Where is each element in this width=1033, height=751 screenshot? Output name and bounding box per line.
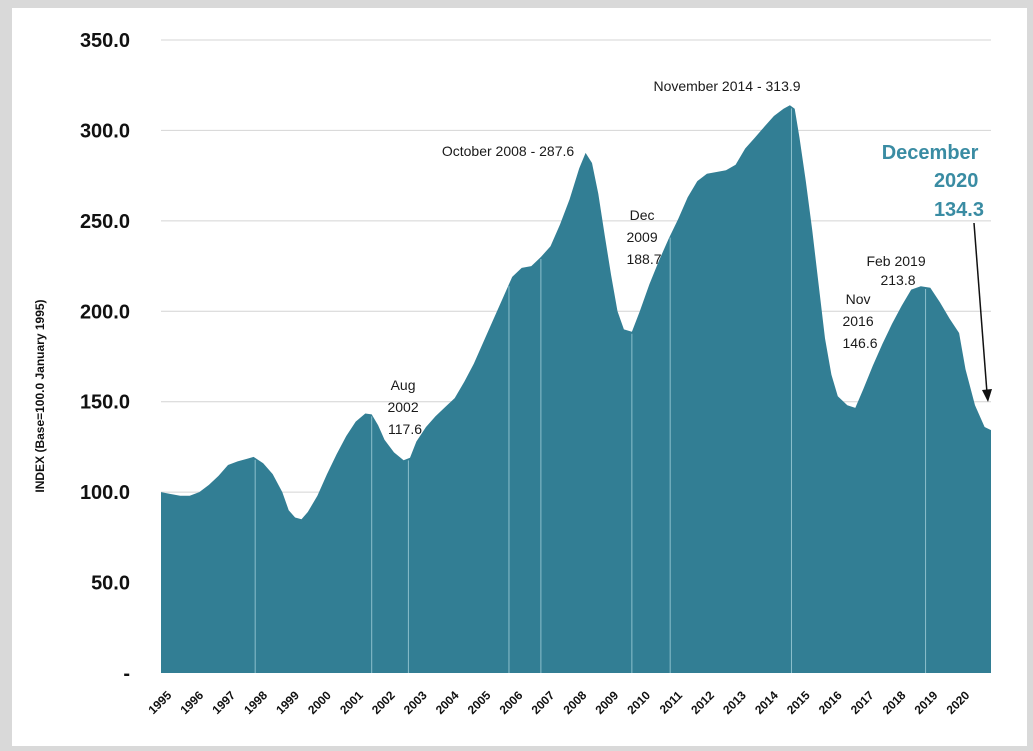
x-tick-label: 2001 <box>337 688 366 717</box>
x-tick-label: 2017 <box>848 688 877 717</box>
x-tick-label: 2011 <box>657 688 686 717</box>
x-tick-label: 2005 <box>465 688 494 717</box>
annotation-oct-2008: October 2008 - 287.6 <box>442 143 575 159</box>
y-tick-label: 50.0 <box>91 573 130 595</box>
annotation-nov-2014: November 2014 - 313.9 <box>653 78 800 94</box>
y-tick-label: 100.0 <box>80 482 130 504</box>
x-tick-label: 2013 <box>720 688 749 717</box>
x-tick-label: 1996 <box>177 688 206 717</box>
x-tick-label: 2019 <box>912 688 941 717</box>
x-tick-label: 1995 <box>146 688 175 717</box>
x-axis: 1995 1996 1997 1998 1999 2000 2001 2002 2003 2004… <box>146 688 973 717</box>
x-tick-label: 1998 <box>241 688 270 717</box>
y-tick-label: 200.0 <box>80 301 130 323</box>
x-tick-label: 1997 <box>209 688 238 717</box>
x-tick-label: 2003 <box>401 688 430 717</box>
x-tick-label: 2004 <box>433 688 462 717</box>
x-tick-label: 2015 <box>784 688 813 717</box>
y-tick-label: 150.0 <box>80 392 130 414</box>
x-tick-label: 2002 <box>369 688 398 717</box>
y-tick-label: - <box>123 663 130 685</box>
area-series <box>161 105 991 673</box>
y-axis: - 50.0 100.0 150.0 200.0 250.0 300.0 350.0 <box>80 30 130 685</box>
annotation-feb-2019: Feb 2019 213.8 <box>866 253 929 288</box>
x-tick-label: 2018 <box>880 688 909 717</box>
x-tick-label: 1999 <box>273 688 302 717</box>
annotation-dec-2009: Dec 2009 188.7 <box>626 207 661 267</box>
chart-frame: - 50.0 100.0 150.0 200.0 250.0 300.0 350.0 1995… <box>12 8 1027 746</box>
x-tick-label: 2016 <box>816 688 845 717</box>
x-tick-label: 2020 <box>944 688 973 717</box>
annotation-nov-2016: Nov 2016 146.6 <box>842 291 877 351</box>
x-tick-label: 2014 <box>752 688 781 717</box>
y-tick-label: 250.0 <box>80 211 130 233</box>
x-tick-label: 2000 <box>305 688 334 717</box>
y-axis-label: INDEX (Base=100.0 January 1995) <box>33 299 47 492</box>
x-tick-label: 2008 <box>561 688 590 717</box>
area-series-index <box>161 105 991 673</box>
x-tick-label: 2007 <box>529 688 558 717</box>
arrow-dec-2020 <box>974 223 992 402</box>
x-tick-label: 2010 <box>624 688 653 717</box>
index-area-chart: - 50.0 100.0 150.0 200.0 250.0 300.0 350.0 1995… <box>12 8 1027 746</box>
y-tick-label: 350.0 <box>80 30 130 52</box>
x-tick-label: 2009 <box>592 688 621 717</box>
annotation-aug-2002: Aug 2002 117.6 <box>387 377 422 437</box>
annotation-dec-2020: December 2020 134.3 <box>882 142 984 221</box>
y-tick-label: 300.0 <box>80 120 130 142</box>
x-tick-label: 2012 <box>688 688 717 717</box>
x-tick-label: 2006 <box>497 688 526 717</box>
